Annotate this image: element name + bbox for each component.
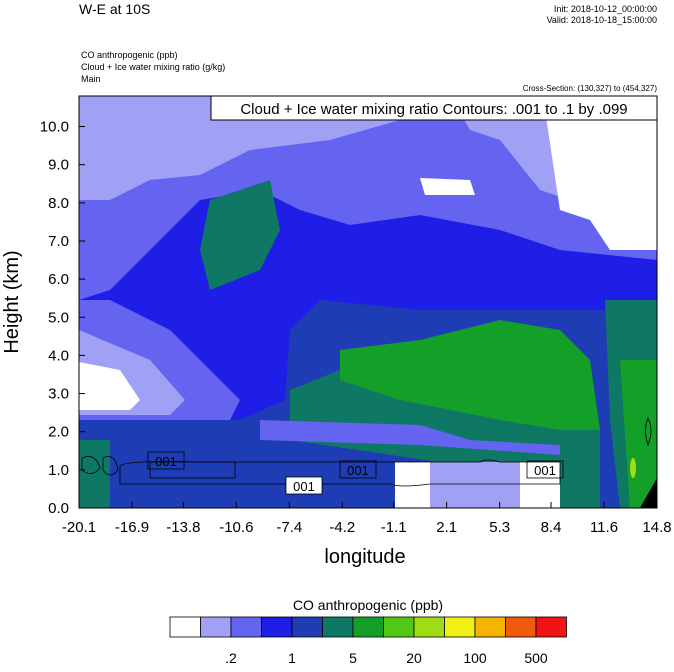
colorbar-label: 100	[463, 650, 487, 666]
colorbar-title: CO anthropogenic (ppb)	[293, 597, 443, 613]
colorbar-box	[505, 616, 537, 638]
valid-time: Valid: 2018-10-18_15:00:00	[547, 15, 657, 25]
colorbar-box	[352, 616, 384, 638]
plot-title: W-E at 10S	[79, 1, 150, 17]
colorbar-box	[474, 616, 506, 638]
x-tick-label: 8.4	[541, 519, 562, 536]
field-name: Main	[81, 74, 101, 84]
colorbar-box	[261, 616, 293, 638]
y-tick-label: 2.0	[48, 424, 69, 441]
x-tick-label: 14.8	[642, 519, 671, 536]
y-tick-label: 4.0	[48, 347, 69, 364]
colorbar-label: 20	[406, 650, 422, 666]
y-tick-label: 3.0	[48, 386, 69, 403]
y-tick-label: 0.0	[48, 500, 69, 517]
x-tick-label: -16.9	[115, 519, 149, 536]
x-tick-label: -1.1	[381, 519, 407, 536]
y-tick-label: 8.0	[48, 195, 69, 212]
contour-label: 001	[293, 479, 315, 494]
colorbar-label: 1	[288, 650, 296, 666]
contour-info: Cloud + Ice water mixing ratio Contours:…	[240, 101, 627, 118]
colorbar-label: 5	[349, 650, 357, 666]
y-tick-label: 5.0	[48, 309, 69, 326]
colorbar-box	[535, 616, 567, 638]
contour-label: 001	[534, 463, 556, 478]
colorbar-box	[383, 616, 415, 638]
x-tick-label: -4.2	[329, 519, 355, 536]
colorbar-box	[444, 616, 476, 638]
x-tick-label: -7.4	[276, 519, 302, 536]
init-time: Init: 2018-10-12_00:00:00	[554, 4, 657, 14]
x-tick-label: 2.1	[436, 519, 457, 536]
filled-contours: 001 001 001 001	[79, 96, 657, 508]
x-tick-label: -20.1	[62, 519, 96, 536]
colorbar-label: 500	[524, 650, 548, 666]
contour-label: 001	[155, 454, 177, 469]
contour-label: 001	[347, 463, 369, 478]
y-tick-label: 6.0	[48, 271, 69, 288]
x-axis-label: longitude	[324, 546, 405, 568]
colorbar-box	[200, 616, 232, 638]
y-tick-label: 10.0	[40, 119, 69, 136]
x-tick-label: 11.6	[590, 519, 618, 536]
colorbar-box	[413, 616, 445, 638]
y-axis-label: Height (km)	[1, 250, 23, 353]
y-tick-label: 9.0	[48, 157, 69, 174]
y-tick-label: 7.0	[48, 233, 69, 250]
x-tick-label: -10.6	[219, 519, 253, 536]
colorbar-box	[322, 616, 354, 638]
y-tick-label: 1.0	[48, 462, 69, 479]
field-name: Cloud + Ice water mixing ratio (g/kg)	[81, 62, 225, 72]
colorbar-box	[169, 616, 201, 638]
colorbar-box	[230, 616, 262, 638]
field-name: CO anthropogenic (ppb)	[81, 50, 178, 60]
x-tick-label: 5.3	[489, 519, 510, 536]
cross-section: Cross-Section: (130,327) to (454,327)	[523, 84, 658, 93]
x-tick-label: -13.8	[166, 519, 200, 536]
colorbar-label: .2	[225, 650, 237, 666]
colorbar-box	[291, 616, 323, 638]
contour-info-box	[210, 95, 658, 121]
